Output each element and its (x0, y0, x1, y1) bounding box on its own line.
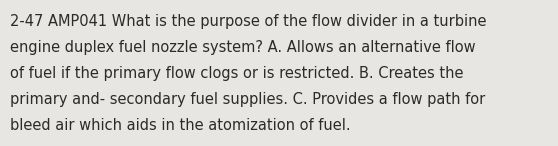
Text: primary and- secondary fuel supplies. C. Provides a flow path for: primary and- secondary fuel supplies. C.… (10, 92, 485, 107)
Text: 2-47 AMP041 What is the purpose of the flow divider in a turbine: 2-47 AMP041 What is the purpose of the f… (10, 14, 487, 29)
Text: of fuel if the primary flow clogs or is restricted. B. Creates the: of fuel if the primary flow clogs or is … (10, 66, 464, 81)
Text: engine duplex fuel nozzle system? A. Allows an alternative flow: engine duplex fuel nozzle system? A. All… (10, 40, 475, 55)
Text: bleed air which aids in the atomization of fuel.: bleed air which aids in the atomization … (10, 118, 350, 133)
